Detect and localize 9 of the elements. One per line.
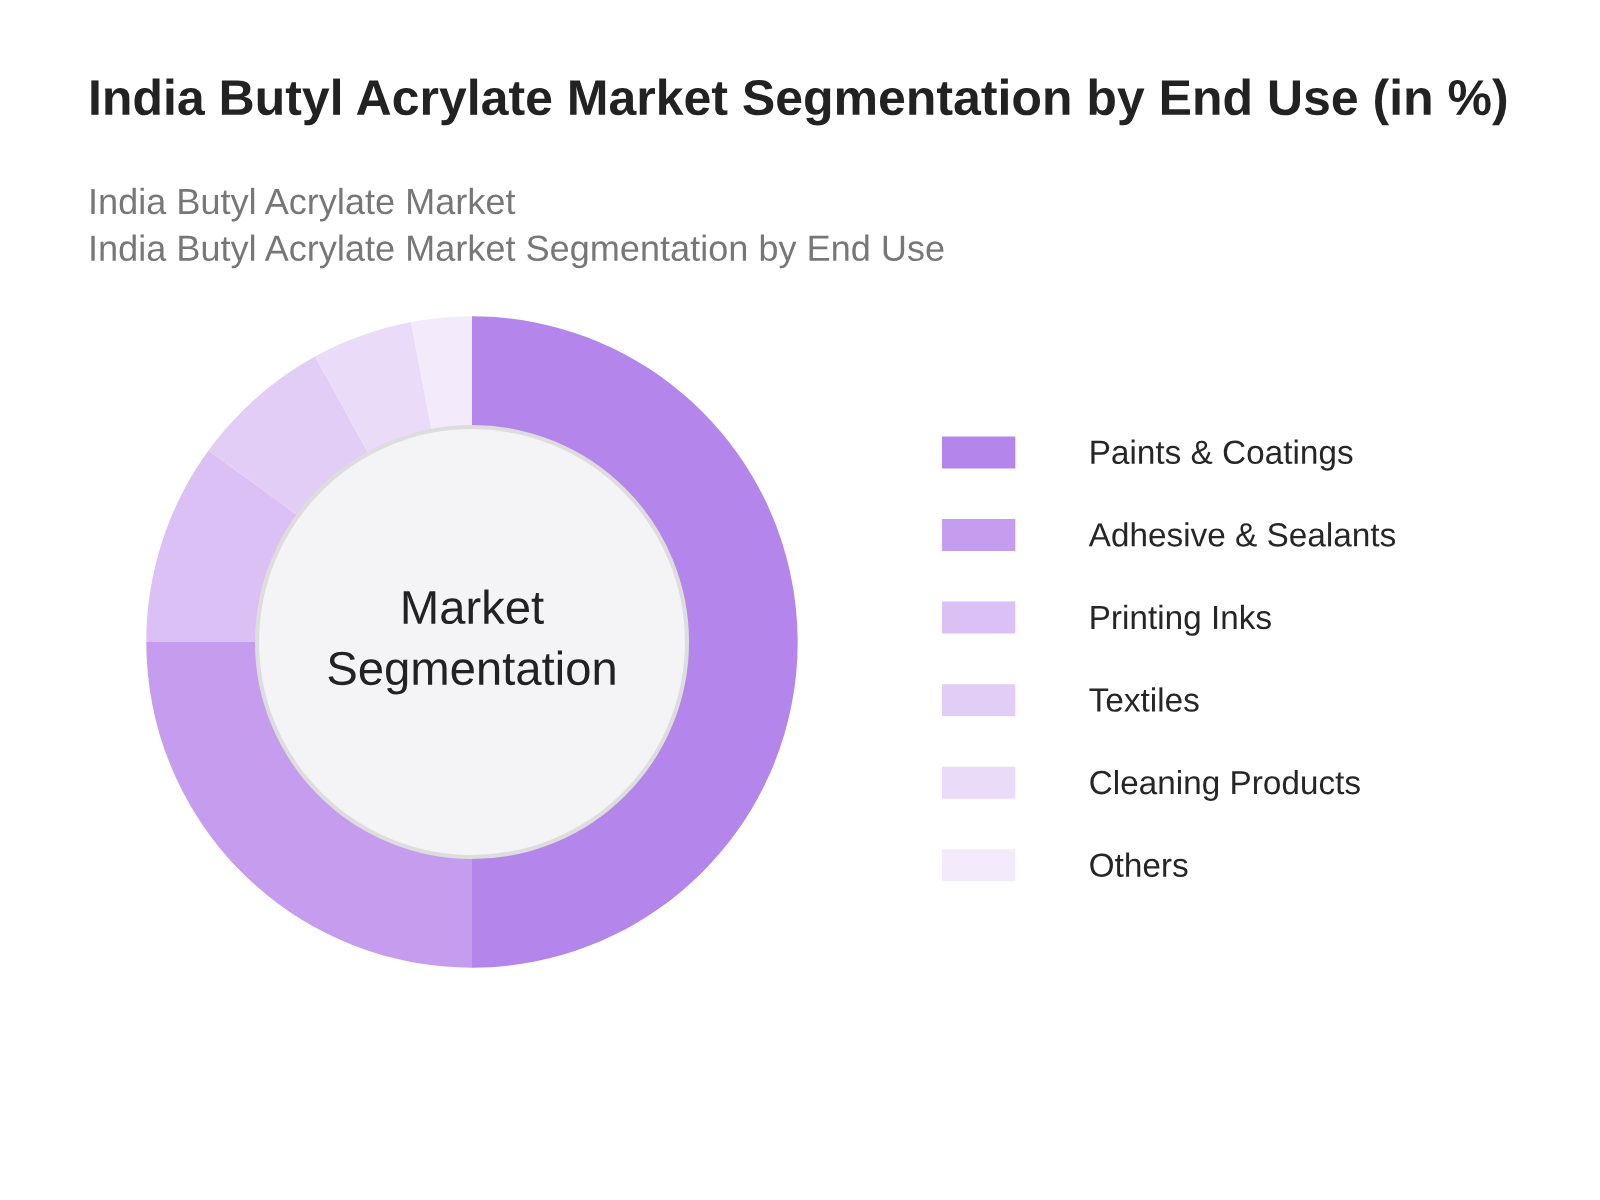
legend-label: Cleaning Products <box>1090 769 1360 801</box>
legend-label: Printing Inks <box>1091 604 1271 636</box>
chart-title: India Butyl Acrylate Market Segmentation by End Use (in %) <box>91 78 1507 126</box>
chart-subtitle: India Butyl Acrylate Market India Butyl Acrylate Market Segmentation by End Use <box>91 187 944 269</box>
legend-label: Others <box>1090 852 1188 877</box>
legend-label: Textiles <box>1089 687 1199 712</box>
legend-label: Paints & Coatings <box>1091 439 1353 471</box>
legend-label: Adhesive & Sealants <box>1088 522 1396 547</box>
text: Market Segmentation <box>328 589 615 695</box>
